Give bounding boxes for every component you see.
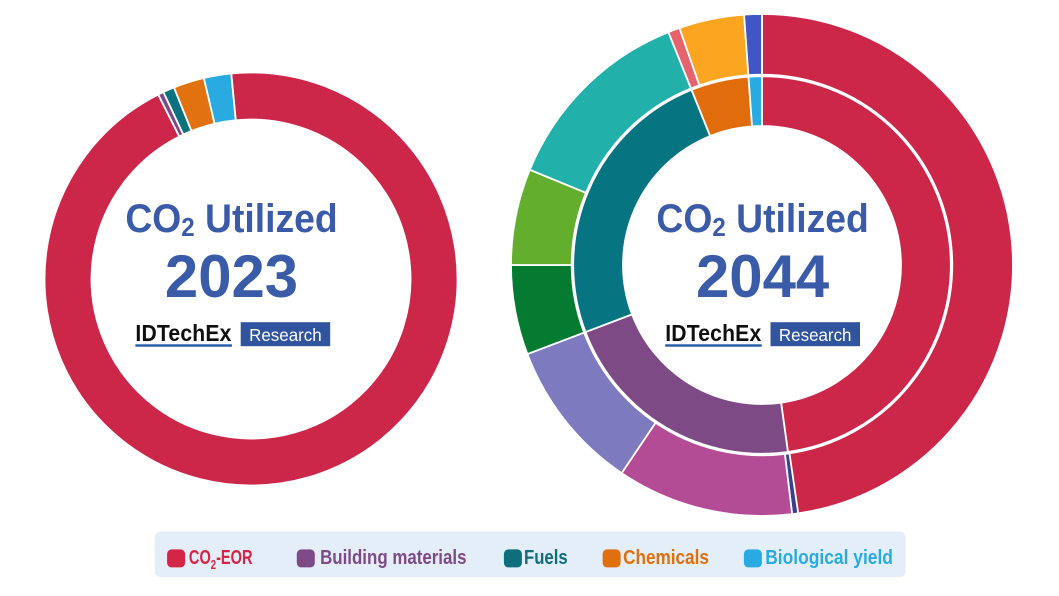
svg-text:CO2-EOR: CO2-EOR (189, 546, 253, 573)
svg-text:Biological yield: Biological yield (765, 546, 893, 568)
svg-text:2023: 2023 (165, 243, 298, 310)
svg-text:IDTechEx: IDTechEx (665, 320, 762, 346)
svg-text:CO2 Utilized: CO2 Utilized (656, 197, 868, 242)
svg-text:Building materials: Building materials (320, 546, 466, 569)
svg-text:Research: Research (779, 325, 852, 345)
svg-text:Chemicals: Chemicals (623, 546, 709, 569)
svg-text:2044: 2044 (696, 243, 830, 310)
svg-text:CO2 Utilized: CO2 Utilized (125, 197, 337, 242)
svg-text:IDTechEx: IDTechEx (135, 320, 232, 346)
svg-text:Fuels: Fuels (524, 546, 568, 569)
svg-text:Research: Research (249, 325, 322, 345)
